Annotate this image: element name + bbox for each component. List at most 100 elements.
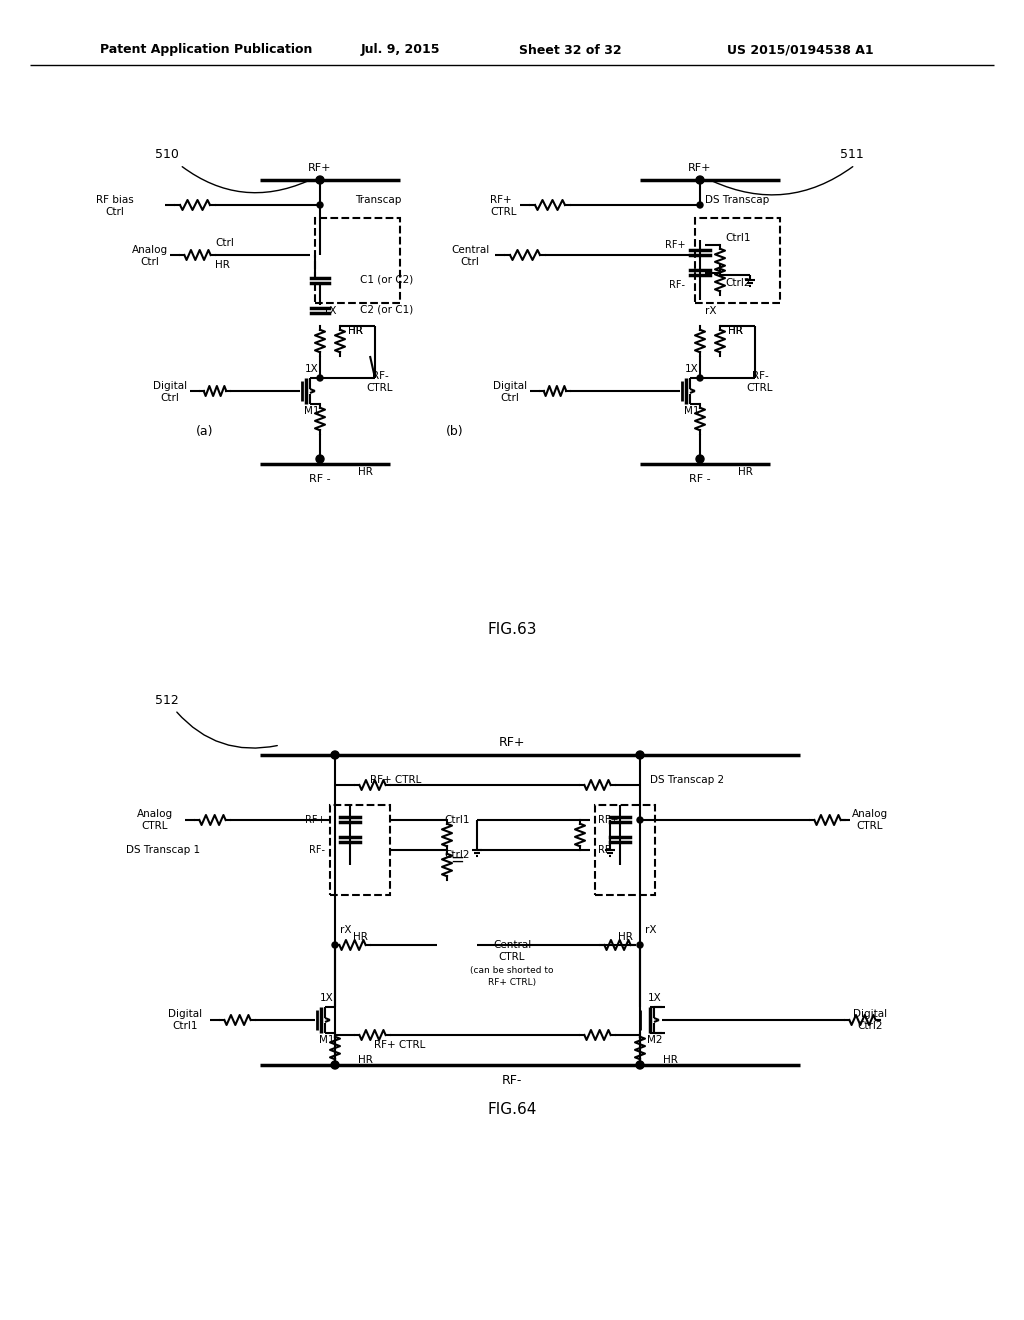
Text: RF+: RF+	[308, 162, 332, 173]
Text: Ctrl1: Ctrl1	[444, 814, 470, 825]
Text: Analog
CTRL: Analog CTRL	[852, 809, 888, 830]
Text: RF-: RF-	[372, 371, 388, 381]
Text: DS Transcap: DS Transcap	[705, 195, 769, 205]
Text: Jul. 9, 2015: Jul. 9, 2015	[360, 44, 439, 57]
Text: M1: M1	[684, 407, 699, 416]
Text: Analog
CTRL: Analog CTRL	[137, 809, 173, 830]
Text: 1X: 1X	[305, 364, 318, 374]
Text: Digital
Ctrl2: Digital Ctrl2	[853, 1010, 887, 1031]
Text: HR: HR	[347, 326, 362, 337]
Text: RF-: RF-	[669, 280, 685, 290]
Circle shape	[316, 455, 324, 463]
Circle shape	[332, 942, 338, 948]
Text: Ctrl: Ctrl	[215, 238, 233, 248]
Text: HR: HR	[357, 1055, 373, 1065]
Text: RF-: RF-	[752, 371, 768, 381]
Circle shape	[637, 817, 643, 822]
Text: RF+: RF+	[499, 737, 525, 750]
Text: M1: M1	[304, 407, 319, 416]
Bar	[330, 805, 390, 895]
Text: 1X: 1X	[685, 364, 698, 374]
Text: DS Transcap 2: DS Transcap 2	[650, 775, 724, 785]
Bar	[695, 218, 780, 304]
Text: Sheet 32 of 32: Sheet 32 of 32	[519, 44, 622, 57]
Text: CTRL: CTRL	[367, 383, 393, 393]
Text: RF -: RF -	[309, 474, 331, 484]
Text: rX: rX	[325, 306, 337, 315]
Circle shape	[697, 202, 703, 209]
Text: CTRL: CTRL	[490, 207, 516, 216]
Text: =: =	[451, 851, 464, 869]
Text: C2 (or C1): C2 (or C1)	[360, 305, 414, 315]
Circle shape	[636, 751, 644, 759]
Text: (can be shorted to: (can be shorted to	[470, 965, 554, 974]
Text: Patent Application Publication: Patent Application Publication	[100, 44, 312, 57]
Text: HR: HR	[347, 326, 362, 337]
Text: M1: M1	[319, 1035, 335, 1045]
Text: RF-: RF-	[309, 845, 325, 855]
Text: RF+: RF+	[598, 814, 618, 825]
Text: HR: HR	[728, 326, 742, 337]
Bar	[595, 805, 655, 895]
Circle shape	[697, 375, 703, 381]
Text: C1 (or C2): C1 (or C2)	[360, 275, 414, 285]
Text: RF+: RF+	[490, 195, 512, 205]
Text: RF bias: RF bias	[96, 195, 134, 205]
Circle shape	[331, 1061, 339, 1069]
Text: Ctrl2: Ctrl2	[444, 850, 470, 861]
Text: FIG.63: FIG.63	[487, 623, 537, 638]
Text: Transcap: Transcap	[355, 195, 401, 205]
Text: HR: HR	[617, 932, 633, 942]
Text: Digital: Digital	[153, 381, 187, 391]
Circle shape	[331, 751, 339, 759]
Text: rX: rX	[705, 306, 717, 315]
Text: FIG.64: FIG.64	[487, 1102, 537, 1118]
Text: Ctrl: Ctrl	[501, 393, 519, 403]
Text: HR: HR	[352, 932, 368, 942]
Circle shape	[332, 817, 338, 822]
Text: RF+ CTRL: RF+ CTRL	[370, 775, 421, 785]
Text: RF+: RF+	[688, 162, 712, 173]
Text: 512: 512	[155, 693, 179, 706]
Text: 511: 511	[840, 149, 864, 161]
Circle shape	[316, 176, 324, 183]
Text: HR: HR	[357, 467, 373, 477]
Text: HR: HR	[663, 1055, 678, 1065]
Circle shape	[696, 455, 705, 463]
Circle shape	[637, 942, 643, 948]
Text: Digital: Digital	[493, 381, 527, 391]
Text: M2: M2	[647, 1035, 663, 1045]
Text: HR: HR	[737, 467, 753, 477]
Text: RF+: RF+	[304, 814, 325, 825]
Text: 1X: 1X	[648, 993, 662, 1003]
Text: RF -: RF -	[689, 474, 711, 484]
Text: Ctrl1: Ctrl1	[725, 234, 751, 243]
Text: 510: 510	[155, 149, 179, 161]
Bar	[315, 218, 400, 304]
Circle shape	[317, 375, 323, 381]
Text: Central: Central	[493, 940, 531, 950]
Text: US 2015/0194538 A1: US 2015/0194538 A1	[727, 44, 873, 57]
Text: HR: HR	[728, 326, 742, 337]
Text: HR: HR	[215, 260, 229, 271]
Text: CTRL: CTRL	[499, 952, 525, 962]
Text: CTRL: CTRL	[746, 383, 773, 393]
Text: Ctrl2: Ctrl2	[725, 279, 751, 288]
Text: Ctrl: Ctrl	[461, 257, 479, 267]
Text: DS Transcap 1: DS Transcap 1	[126, 845, 200, 855]
Text: Digital
Ctrl1: Digital Ctrl1	[168, 1010, 202, 1031]
Text: Ctrl: Ctrl	[161, 393, 179, 403]
Text: Ctrl: Ctrl	[140, 257, 160, 267]
Text: RF+: RF+	[665, 240, 685, 249]
Text: Analog: Analog	[132, 246, 168, 255]
Text: rX: rX	[645, 925, 656, 935]
Text: Central: Central	[451, 246, 489, 255]
Circle shape	[317, 202, 323, 209]
Text: (a): (a)	[197, 425, 214, 437]
Text: rX: rX	[340, 925, 351, 935]
Text: RF+ CTRL: RF+ CTRL	[375, 1040, 426, 1049]
Text: RF-: RF-	[598, 845, 614, 855]
Text: RF-: RF-	[502, 1073, 522, 1086]
Text: Ctrl: Ctrl	[105, 207, 125, 216]
Text: RF+ CTRL): RF+ CTRL)	[488, 978, 536, 986]
